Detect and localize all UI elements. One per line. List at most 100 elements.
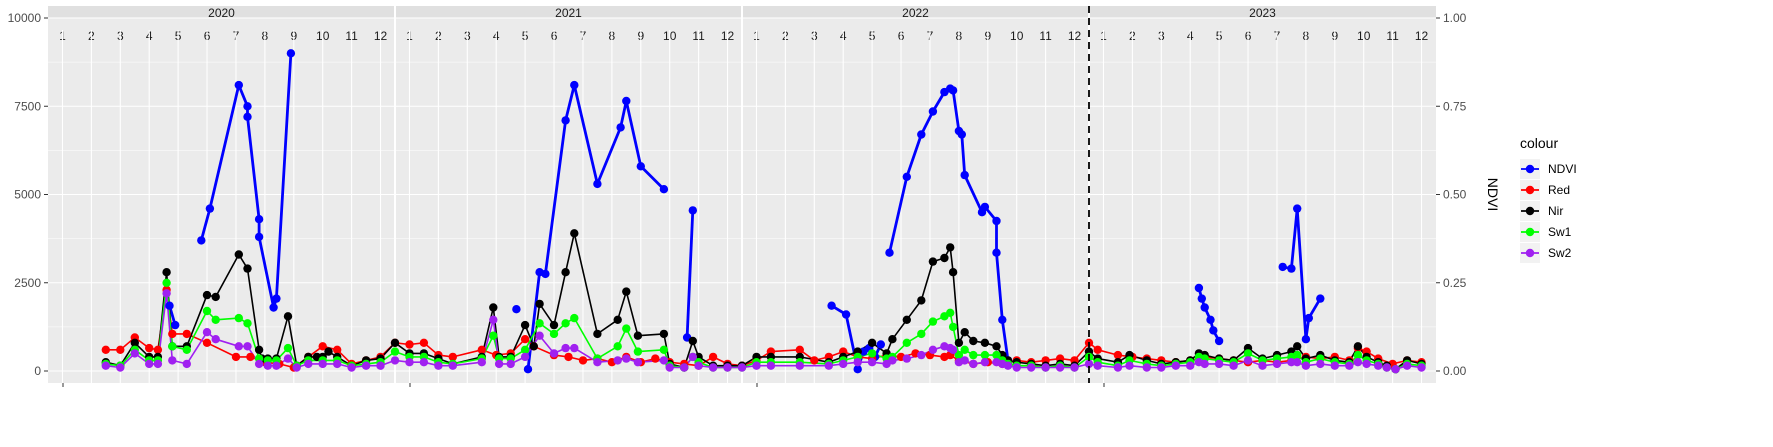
data-point-sw2 [948,345,958,354]
data-point-red [182,329,191,339]
data-point-sw2 [839,359,848,369]
series-line-ndvi [199,53,293,309]
data-point-nir [613,315,622,324]
data-point-sw1 [992,350,1001,360]
data-point-sw2 [1229,361,1238,370]
data-point-red [101,345,111,354]
data-point-sw2 [1301,361,1311,370]
data-point-sw2 [888,356,897,365]
data-point-sw2 [1362,359,1371,369]
data-point-nir [992,342,1001,351]
data-point-sw2 [1027,363,1036,372]
data-point-nir [659,329,669,339]
data-point-nir [529,342,538,351]
data-point-sw2 [723,363,732,372]
year-label: 2023 [1249,6,1276,20]
data-point-sw2 [917,350,926,360]
data-point-ndvi [902,172,911,181]
data-point-red [1093,345,1102,354]
data-point-sw2 [361,361,371,370]
data-point-ndvi [957,130,966,139]
data-point-sw1 [211,315,220,324]
data-point-ndvi [1209,326,1218,335]
data-point-sw1 [917,329,926,339]
data-point-sw2 [292,363,301,372]
data-point-sw2 [593,358,602,367]
data-point-sw2 [520,352,530,362]
data-point-sw2 [318,359,327,369]
data-point-sw2 [795,361,804,370]
y-tick-label: 7500 [14,99,41,113]
data-point-sw2 [376,361,385,370]
y-tick-label: 10000 [8,11,42,25]
data-point-sw1 [954,350,964,360]
data-point-sw2 [1142,363,1152,372]
data-point-sw2 [1345,361,1354,370]
data-point-sw2 [622,354,631,363]
data-point-red [405,340,414,349]
data-point-sw2 [1055,363,1065,372]
data-point-sw2 [1200,359,1209,369]
data-point-sw2 [304,359,313,369]
data-point-nir [902,315,911,324]
data-point-sw2 [333,359,342,369]
data-point-red [578,356,588,365]
data-point-ndvi [948,86,958,95]
data-point-ndvi [1293,204,1302,213]
series-points [101,49,1426,374]
data-point-sw2 [130,349,139,358]
data-point-sw2 [613,356,622,365]
data-point-nir [622,287,631,296]
data-point-sw2 [535,331,544,340]
legend-key-point [1525,185,1535,195]
data-point-sw1 [535,319,544,328]
data-point-sw2 [182,359,191,369]
data-point-ndvi [917,130,926,139]
year-strip [742,6,1089,18]
data-point-sw1 [980,350,990,360]
data-point-sw1 [1243,349,1253,358]
data-point-sw2 [1374,361,1383,370]
data-point-nir [948,268,958,277]
data-point-sw2 [680,363,689,372]
data-point-sw2 [1070,363,1079,372]
data-point-sw2 [116,363,125,372]
data-point-red [448,352,457,362]
data-point-nir [520,320,530,330]
legend-key-point [1525,206,1535,216]
data-point-nir [324,347,333,356]
data-point-sw1 [948,322,958,332]
data-point-red [246,352,255,362]
data-point-sw2 [243,342,252,351]
data-point-red [708,352,718,362]
data-point-sw2 [145,359,154,369]
data-point-ndvi [928,107,938,116]
year-label: 2020 [208,6,235,20]
data-point-sw2 [928,345,938,354]
data-point-sw1 [1293,350,1302,360]
data-point-nir [928,257,938,266]
data-point-sw2 [448,361,457,370]
data-point-nir [549,320,559,330]
data-point-ndvi [171,320,180,330]
data-point-sw2 [347,363,356,372]
data-point-sw1 [960,345,969,354]
y-tick-label: 2500 [14,276,41,290]
legend-title: colour [1520,135,1558,151]
data-point-sw1 [928,317,938,326]
data-point-sw2 [1157,363,1166,372]
data-point-nir [960,328,969,337]
data-point-nir [867,338,877,347]
data-point-ndvi [827,301,836,310]
data-point-sw2 [1171,361,1181,370]
data-point-sw1 [234,313,243,323]
data-point-ndvi [1214,336,1224,346]
data-point-sw1 [570,313,579,323]
data-point-sw2 [1402,361,1412,370]
data-point-sw2 [211,335,220,344]
y-tick-label: 5000 [14,188,41,202]
data-point-sw2 [1330,361,1340,370]
data-point-ndvi [876,340,885,349]
data-point-nir [211,292,220,302]
data-point-sw1 [489,331,498,340]
